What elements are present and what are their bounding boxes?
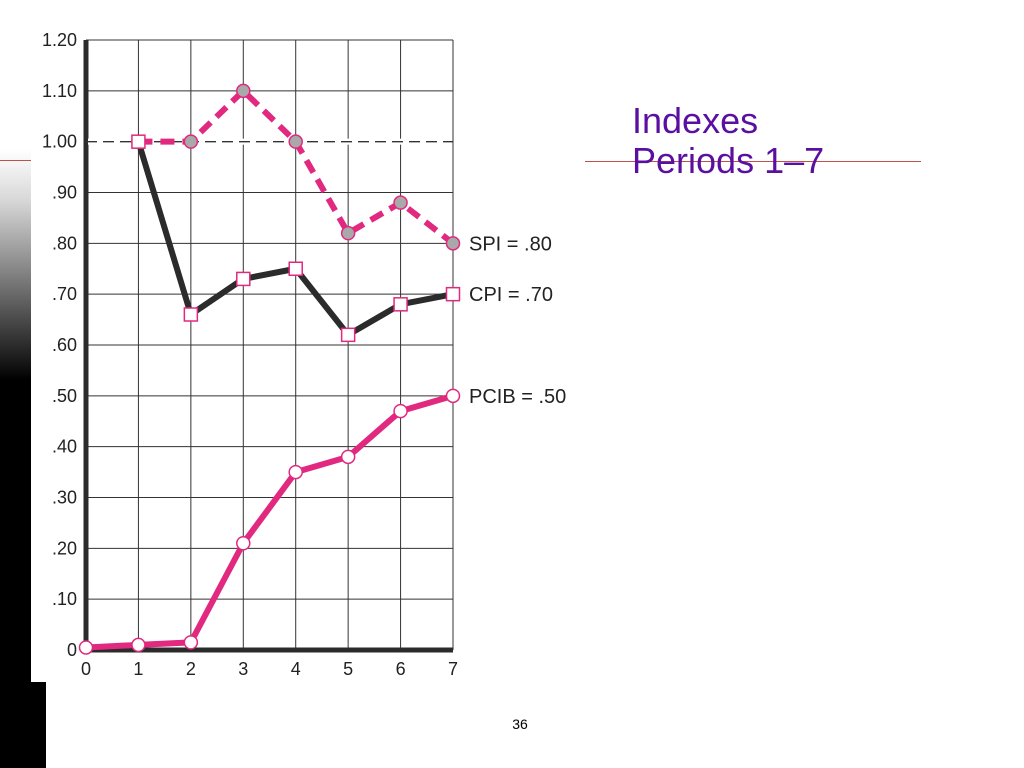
- series-line: [85, 392, 454, 651]
- data-point: [340, 225, 356, 241]
- data-point: [445, 286, 461, 302]
- data-point: [340, 449, 356, 465]
- y-tick-label: 1.10: [42, 81, 77, 101]
- slide-title: Indexes Periods 1–7: [632, 101, 824, 181]
- data-point: [78, 640, 94, 655]
- data-point: [236, 536, 251, 551]
- y-tick-label: .80: [52, 233, 77, 253]
- x-tick-label: 7: [448, 659, 458, 679]
- slide-page-number: 36: [512, 716, 528, 732]
- reference-line-backdrop: [88, 138, 451, 145]
- data-point: [393, 195, 408, 210]
- x-tick-label: 1: [133, 659, 143, 679]
- data-point: [236, 83, 251, 99]
- x-tick-label: 6: [396, 659, 406, 679]
- y-tick-label: .10: [52, 589, 77, 609]
- y-tick-label: .90: [52, 183, 77, 203]
- y-tick-label: .20: [52, 538, 77, 558]
- x-tick-label: 4: [291, 659, 301, 679]
- data-point: [236, 271, 251, 287]
- x-tick-label: 2: [186, 659, 196, 679]
- y-tick-label: 1.20: [42, 30, 77, 50]
- y-tick-label: .50: [52, 386, 77, 406]
- data-point: [288, 464, 303, 480]
- y-tick-label: .40: [52, 437, 77, 457]
- data-point: [393, 403, 408, 419]
- series-label: SPI = .80: [469, 233, 552, 255]
- y-tick-label: .30: [52, 488, 77, 508]
- data-point: [183, 635, 199, 650]
- data-point: [288, 261, 303, 276]
- series-label: CPI = .70: [469, 284, 553, 306]
- data-point: [340, 327, 356, 343]
- data-point: [183, 134, 199, 149]
- y-tick-label: .70: [52, 284, 77, 304]
- x-tick-label: 0: [81, 659, 91, 679]
- x-tick-label: 5: [343, 659, 353, 679]
- data-point: [131, 134, 146, 149]
- title-accent-rule: [585, 161, 921, 162]
- data-point: [183, 307, 199, 322]
- indexes-line-chart: 0 .10 .20 .30 .40 .50 .60 .70 .80 .90 1.00 1.10 1.20…: [42, 30, 566, 679]
- data-point: [445, 388, 461, 404]
- y-tick-label: 0: [67, 640, 77, 660]
- data-point: [131, 637, 146, 653]
- data-point: [288, 134, 303, 149]
- y-tick-label: 1.00: [42, 132, 77, 152]
- chart-panel: 0 .10 .20 .30 .40 .50 .60 .70 .80 .90 1.00 1.10 1.20…: [31, 20, 611, 682]
- x-tick-label: 3: [238, 659, 248, 679]
- data-point: [445, 236, 461, 251]
- data-point: [393, 297, 408, 312]
- y-tick-label: .60: [52, 335, 77, 355]
- slide-title-line2: Periods 1–7: [632, 140, 825, 181]
- slide-title-line1: Indexes: [632, 100, 759, 141]
- series-label: PCIB = .50: [469, 386, 566, 408]
- side-accent-rule: [0, 160, 60, 161]
